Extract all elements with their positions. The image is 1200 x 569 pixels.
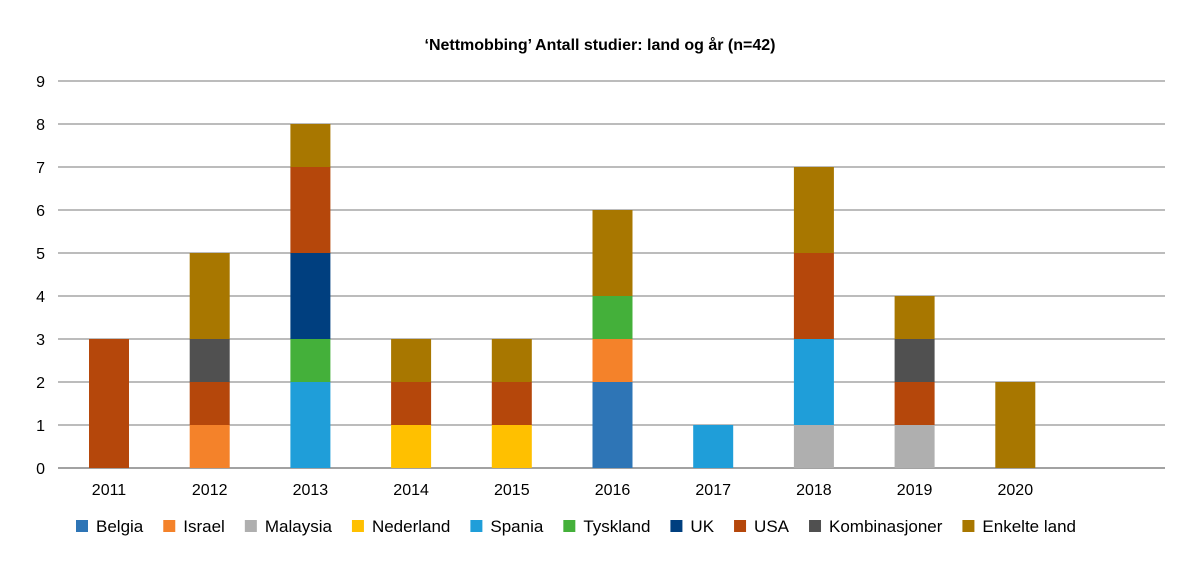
bar-segment-malaysia-2018 [793, 425, 834, 468]
legend-swatch [163, 520, 176, 532]
legend-swatch [244, 520, 257, 532]
bar-segment-enkelte-land-2015 [491, 339, 532, 382]
y-tick-label: 0 [36, 461, 45, 478]
x-tick-label: 2016 [595, 482, 631, 499]
bar-segment-tyskland-2016 [592, 296, 633, 339]
bar-segment-usa-2019 [894, 382, 935, 425]
x-tick-label: 2011 [92, 482, 127, 499]
x-tick-label: 2018 [796, 482, 832, 499]
chart-title: ‘Nettmobbing’ Antall studier: land og år… [425, 36, 776, 54]
y-tick-label: 6 [36, 203, 45, 220]
bar-segment-usa-2018 [793, 253, 834, 339]
y-tick-label: 3 [36, 332, 45, 349]
legend-label: Tyskland [583, 517, 650, 536]
bar-segment-usa-2015 [491, 382, 532, 425]
y-tick-label: 2 [36, 375, 45, 392]
legend-swatch [351, 520, 364, 532]
bar-segment-enkelte-land-2019 [894, 296, 935, 339]
bar-segment-kombinasjoner-2012 [189, 339, 230, 382]
x-tick-label: 2014 [393, 482, 429, 499]
x-tick-label: 2017 [695, 482, 731, 499]
legend-label: Malaysia [265, 517, 333, 536]
legend-swatch [734, 520, 747, 532]
legend-label: USA [754, 517, 790, 536]
bar-segment-enkelte-land-2018 [793, 167, 834, 253]
bar-segment-nederland-2014 [391, 425, 432, 468]
bar-segment-spania-2018 [793, 339, 834, 425]
bar-segment-kombinasjoner-2019 [894, 339, 935, 382]
bar-segment-nederland-2015 [491, 425, 532, 468]
bar-segment-enkelte-land-2016 [592, 210, 633, 296]
y-tick-label: 8 [36, 117, 45, 134]
bar-segment-tyskland-2013 [290, 339, 331, 382]
bar-segment-enkelte-land-2020 [995, 382, 1036, 468]
bar-segment-usa-2012 [189, 382, 230, 425]
bar-segment-israel-2016 [592, 339, 633, 382]
bar-segment-usa-2011 [89, 339, 129, 468]
bar-segment-israel-2012 [189, 425, 230, 468]
y-tick-label: 7 [36, 160, 45, 177]
bar-segment-spania-2013 [290, 382, 331, 468]
bar-segment-enkelte-land-2013 [290, 124, 331, 167]
bar-segment-spania-2017 [693, 425, 734, 468]
legend-swatch [76, 520, 88, 532]
bar-segment-belgia-2016 [592, 382, 633, 468]
y-tick-label: 1 [36, 418, 45, 435]
y-axis-ticks: 0 1 2 3 4 5 6 7 8 9 [36, 74, 45, 478]
legend-label: Kombinasjoner [829, 517, 943, 536]
legend-label: Nederland [372, 517, 450, 536]
legend-swatch [670, 520, 683, 532]
legend-label: Belgia [96, 517, 144, 536]
x-tick-label: 2013 [293, 482, 329, 499]
x-tick-label: 2019 [897, 482, 933, 499]
y-tick-label: 4 [36, 289, 45, 306]
bar-segment-malaysia-2019 [894, 425, 935, 468]
legend-label: Enkelte land [982, 517, 1076, 536]
x-tick-label: 2020 [998, 482, 1034, 499]
y-tick-label: 5 [36, 246, 45, 263]
legend: Belgia Israel Malaysia Nederland Spania Tyskl… [76, 517, 1076, 536]
bar-segment-uk-2013 [290, 253, 331, 339]
bar-segment-usa-2014 [391, 382, 432, 425]
legend-swatch [563, 520, 576, 532]
legend-swatch [962, 520, 975, 532]
x-tick-label: 2015 [494, 482, 530, 499]
bar-segment-enkelte-land-2012 [189, 253, 230, 339]
legend-label: UK [690, 517, 714, 536]
x-axis-ticks: 2011 2012 2013 2014 2015 2016 2017 2018 2019 2020 [92, 482, 1033, 499]
x-tick-label: 2012 [192, 482, 228, 499]
legend-label: Israel [183, 517, 225, 536]
bar-segment-enkelte-land-2014 [391, 339, 432, 382]
legend-label: Spania [490, 517, 543, 536]
bars [89, 124, 1036, 468]
legend-swatch [809, 520, 822, 532]
bar-segment-usa-2013 [290, 167, 331, 253]
legend-swatch [470, 520, 483, 532]
y-tick-label: 9 [36, 74, 45, 91]
